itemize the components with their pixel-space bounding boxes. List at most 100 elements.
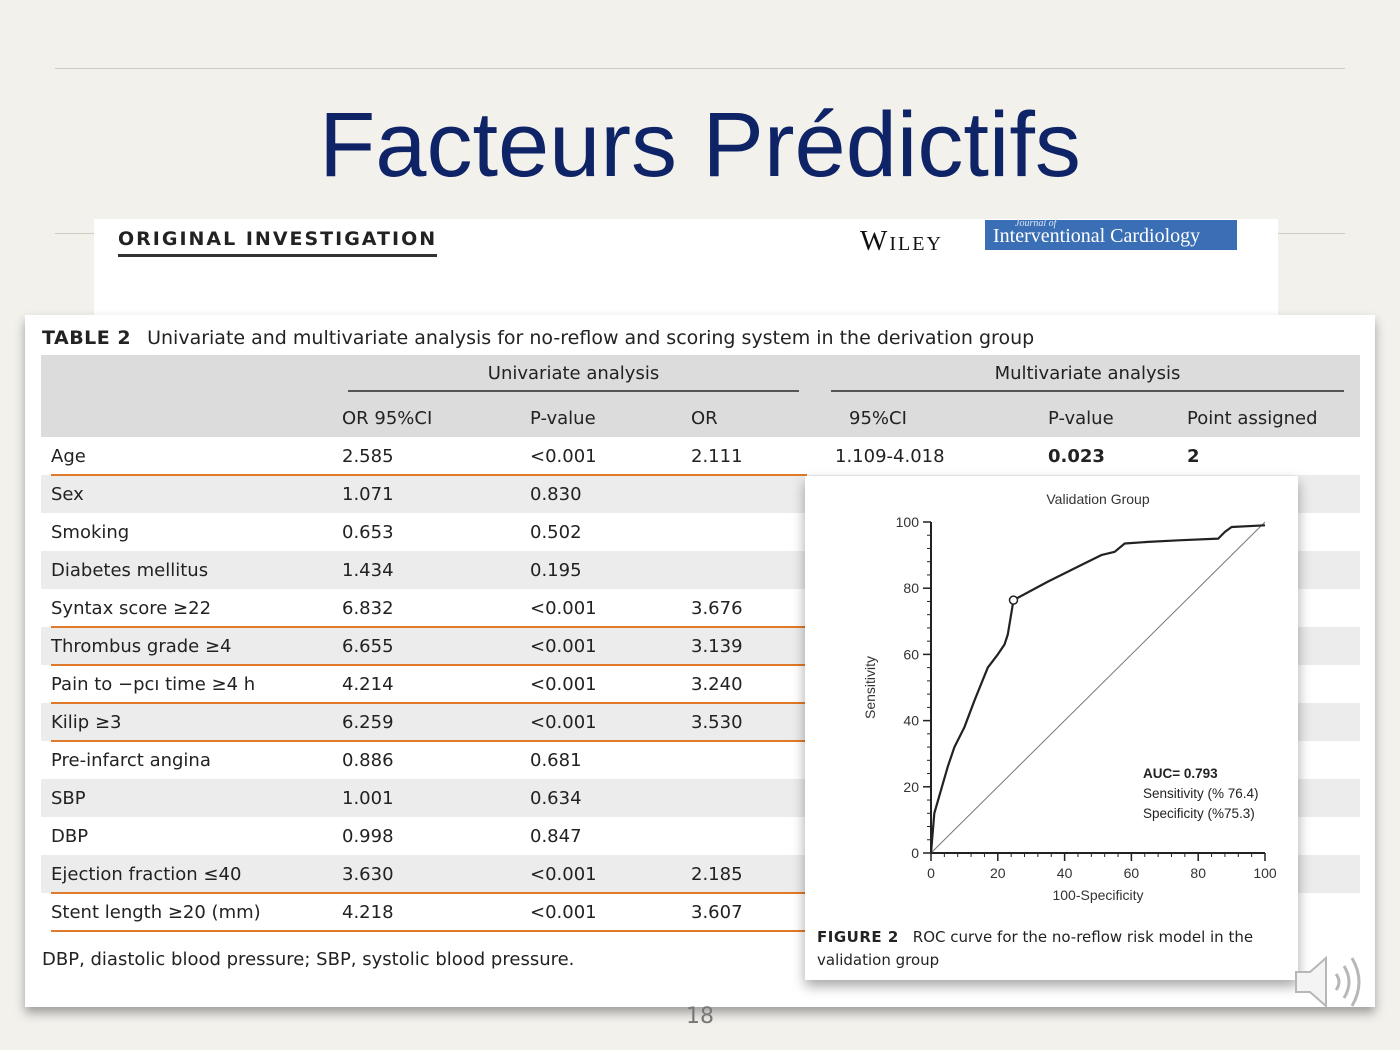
row-name: Stent length ≥20 (mm) (51, 901, 261, 923)
row-name: Sex (51, 483, 84, 505)
row-name: Thrombus grade ≥4 (51, 635, 232, 657)
x-tick-label: 60 (1124, 865, 1140, 881)
col-header-p-value: P-value (530, 407, 596, 429)
row-or-ci: 0.886 (342, 749, 394, 771)
row-or (681, 475, 815, 513)
chart-title: Validation Group (1046, 491, 1149, 507)
row-p-value: <0.001 (530, 863, 597, 885)
row-p-value: 0.502 (530, 521, 582, 543)
x-tick-label: 20 (990, 865, 1006, 881)
page-number: 18 (686, 1004, 714, 1029)
row-or: 2.185 (691, 863, 743, 885)
journal-logo: Journal of Interventional Cardiology (985, 218, 1237, 250)
x-axis-label: 100-Specificity (1052, 887, 1143, 903)
x-tick-label: 40 (1057, 865, 1073, 881)
row-or: 3.676 (691, 597, 743, 619)
row-p-value: 0.681 (530, 749, 582, 771)
slide-title: Facteurs Prédictifs (319, 94, 1081, 196)
row-highlight-line (51, 892, 807, 894)
row-p-value: <0.001 (530, 901, 597, 923)
specificity-label: Specificity (%75.3) (1143, 806, 1255, 821)
table-caption-text: Univariate and multivariate analysis for… (147, 327, 1035, 349)
table-row: Smoking 0.653 0.502 (41, 513, 1360, 551)
table-row: Stent length ≥20 (mm) 4.218 <0.001 3.607 (41, 893, 1360, 931)
row-name: Diabetes mellitus (51, 559, 209, 581)
y-tick-label: 60 (903, 646, 919, 662)
col-header-or: OR (691, 407, 718, 429)
row-or: 3.607 (691, 901, 743, 923)
row-p-value: <0.001 (530, 711, 597, 733)
col-header-point-assigned: Point assigned (1187, 407, 1318, 429)
row-or (681, 779, 815, 817)
row-name: Syntax score ≥22 (51, 597, 212, 619)
row-or: 2.111 (691, 445, 743, 467)
table-row: Pain to −pcı time ≥4 h 4.214 <0.001 3.240 (41, 665, 1360, 703)
figure-label: FIGURE 2 (817, 928, 899, 946)
y-tick-label: 80 (903, 580, 919, 596)
row-or-ci: 2.585 (342, 445, 394, 467)
row-name: Smoking (51, 521, 130, 543)
row-name: SBP (51, 787, 86, 809)
row-or: 3.240 (691, 673, 743, 695)
section-label: ORIGINAL INVESTIGATION (118, 228, 438, 257)
table-label: TABLE 2 (42, 327, 132, 349)
y-tick-label: 0 (911, 845, 919, 861)
speaker-icon[interactable] (1292, 950, 1372, 1014)
row-or (681, 551, 815, 589)
y-tick-label: 40 (903, 713, 919, 729)
cutoff-marker (1008, 595, 1019, 605)
col-header-ci: 95%CI (849, 407, 907, 429)
row-p-value: <0.001 (530, 597, 597, 619)
header-blank (41, 355, 332, 399)
top-rule (55, 68, 1345, 69)
x-tick-label: 100 (1253, 865, 1277, 881)
header-blank-2 (41, 399, 332, 437)
row-or (681, 817, 815, 855)
row-p-value: 0.195 (530, 559, 582, 581)
row-p-value: 0.634 (530, 787, 582, 809)
row-name: DBP (51, 825, 89, 847)
row-or-ci: 0.653 (342, 521, 394, 543)
row-name: Pain to −pcı time ≥4 h (51, 673, 256, 695)
figure-card: Validation Group 0 20 40 60 80 100 0 20 40 60 80 100… (805, 476, 1298, 980)
row-p-value: 0.830 (530, 483, 582, 505)
row-name: Age (51, 445, 86, 467)
row-or-ci: 4.214 (342, 673, 394, 695)
table-row: Syntax score ≥22 6.832 <0.001 3.676 (41, 589, 1360, 627)
row-or-ci: 4.218 (342, 901, 394, 923)
row-highlight-line (51, 740, 807, 742)
row-p-value-multi: 0.023 (1048, 445, 1105, 467)
roc-chart: Validation Group 0 20 40 60 80 100 0 20 40 60 80 100… (862, 491, 1277, 903)
figure-caption-text: ROC curve for the no-reflow risk model i… (817, 928, 1254, 969)
x-tick-label: 0 (927, 865, 935, 881)
publisher-logo: Wiley (860, 225, 943, 257)
row-highlight-line (51, 664, 807, 666)
journal-small-text: Journal of (1015, 218, 1057, 229)
y-tick-label: 20 (903, 779, 919, 795)
reference-line (930, 521, 1266, 854)
row-point-assigned: 2 (1187, 445, 1200, 467)
row-or-ci: 6.832 (342, 597, 394, 619)
row-highlight-line (51, 930, 807, 932)
y-axis-label: Sensitivity (862, 656, 878, 719)
row-or-ci: 6.259 (342, 711, 394, 733)
row-or-ci: 3.630 (342, 863, 394, 885)
row-or-ci: 6.655 (342, 635, 394, 657)
y-tick-label: 100 (896, 514, 920, 530)
row-or-ci: 1.071 (342, 483, 394, 505)
row-or: 3.139 (691, 635, 743, 657)
sensitivity-label: Sensitivity (% 76.4) (1143, 786, 1259, 801)
table-row: DBP 0.998 0.847 (41, 817, 1360, 855)
row-ci: 1.109-4.018 (835, 445, 945, 467)
row-or-ci: 0.998 (342, 825, 394, 847)
row-or-ci: 1.001 (342, 787, 394, 809)
col-header-p-value-multi: P-value (1048, 407, 1114, 429)
table-footnote: DBP, diastolic blood pressure; SBP, syst… (42, 949, 575, 970)
row-p-value: <0.001 (530, 635, 597, 657)
row-or: 3.530 (691, 711, 743, 733)
row-p-value: <0.001 (530, 445, 597, 467)
table-row: Age 2.585 <0.001 2.111 1.109-4.018 0.023 2 (41, 437, 1360, 475)
auc-label: AUC= 0.793 (1143, 766, 1218, 781)
row-name: Ejection fraction ≤40 (51, 863, 242, 885)
row-or (681, 513, 815, 551)
